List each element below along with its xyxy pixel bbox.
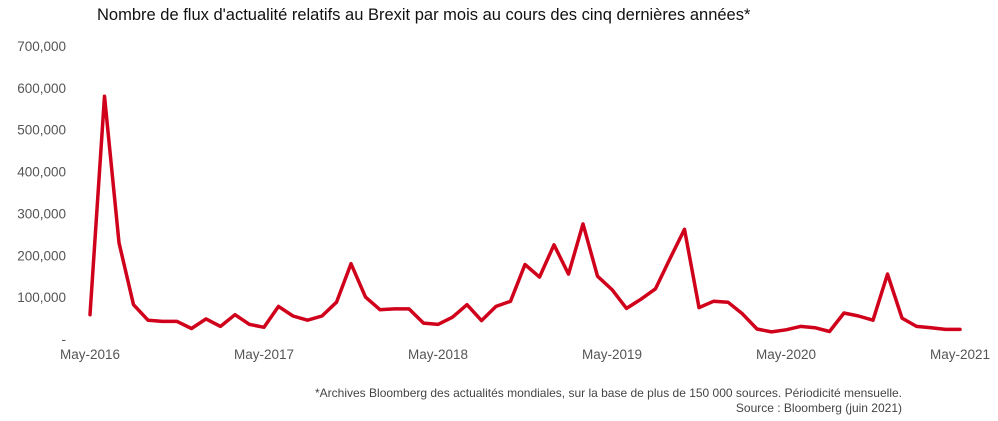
data-point: [755, 327, 759, 331]
footnote-note: *Archives Bloomberg des actualités mondi…: [315, 386, 902, 400]
y-tick-label: 700,000: [17, 39, 66, 54]
data-point: [277, 304, 281, 308]
data-point: [88, 313, 92, 317]
data-point: [335, 300, 339, 304]
data-point: [813, 326, 817, 330]
data-point: [538, 275, 542, 279]
data-point: [567, 272, 571, 276]
data-point: [262, 325, 266, 329]
data-point: [364, 295, 368, 299]
y-tick-label: -: [62, 332, 67, 347]
data-point: [625, 306, 629, 310]
data-point: [422, 321, 426, 325]
data-point: [683, 227, 687, 231]
data-point: [596, 274, 600, 278]
footnote: *Archives Bloomberg des actualités mondi…: [315, 386, 902, 416]
data-point: [915, 324, 919, 328]
data-point: [784, 328, 788, 332]
data-point: [407, 307, 411, 311]
y-tick-label: 400,000: [17, 165, 66, 180]
x-tick-label: May-2017: [234, 347, 294, 362]
data-point: [204, 317, 208, 321]
data-point: [741, 312, 745, 316]
data-point: [436, 322, 440, 326]
y-tick-label: 200,000: [17, 248, 66, 263]
series-line: [88, 94, 962, 334]
data-point: [944, 327, 948, 331]
data-point: [306, 318, 310, 322]
x-tick-label: May-2016: [60, 347, 120, 362]
y-tick-label: 300,000: [17, 206, 66, 221]
data-point: [639, 297, 643, 301]
data-point: [146, 318, 150, 322]
data-point: [668, 257, 672, 261]
data-point: [480, 319, 484, 323]
data-point: [378, 308, 382, 312]
series-layer: [88, 94, 962, 334]
y-tick-label: 100,000: [17, 290, 66, 305]
data-point: [132, 303, 136, 307]
data-point: [349, 262, 353, 266]
x-tick-label: May-2020: [756, 347, 816, 362]
data-point: [871, 318, 875, 322]
data-point: [233, 313, 237, 317]
y-axis: - 100,000 200,000 300,000 400,000 500,000 600,…: [17, 39, 66, 347]
x-tick-label: May-2019: [582, 347, 642, 362]
data-point: [697, 306, 701, 310]
data-point: [320, 314, 324, 318]
y-tick-label: 500,000: [17, 123, 66, 138]
data-point: [799, 324, 803, 328]
data-point: [523, 262, 527, 266]
data-point: [494, 304, 498, 308]
data-point: [465, 303, 469, 307]
data-point: [451, 315, 455, 319]
data-point: [581, 222, 585, 226]
data-point: [509, 299, 513, 303]
data-point: [712, 299, 716, 303]
data-point: [726, 300, 730, 304]
data-point: [103, 94, 107, 98]
data-point: [900, 316, 904, 320]
data-point: [161, 319, 165, 323]
chart-title: Nombre de flux d'actualité relatifs au B…: [97, 6, 751, 24]
data-point: [117, 241, 121, 245]
data-point: [248, 322, 252, 326]
data-point: [857, 314, 861, 318]
data-point: [929, 326, 933, 330]
y-tick-label: 600,000: [17, 81, 66, 96]
data-point: [393, 307, 397, 311]
x-tick-label: May-2018: [408, 347, 468, 362]
footnote-source: Source : Bloomberg (juin 2021): [735, 401, 902, 415]
data-point: [219, 324, 223, 328]
data-point: [610, 288, 614, 292]
x-tick-label: May-2021: [930, 347, 990, 362]
data-point: [175, 319, 179, 323]
data-point: [886, 272, 890, 276]
data-point: [552, 243, 556, 247]
data-point: [654, 287, 658, 291]
data-point: [770, 330, 774, 334]
data-point: [291, 314, 295, 318]
data-point: [842, 311, 846, 315]
x-axis: May-2016 May-2017 May-2018 May-2019 May-2020…: [60, 347, 990, 362]
data-point: [828, 329, 832, 333]
data-point: [958, 327, 962, 331]
data-point: [190, 327, 194, 331]
